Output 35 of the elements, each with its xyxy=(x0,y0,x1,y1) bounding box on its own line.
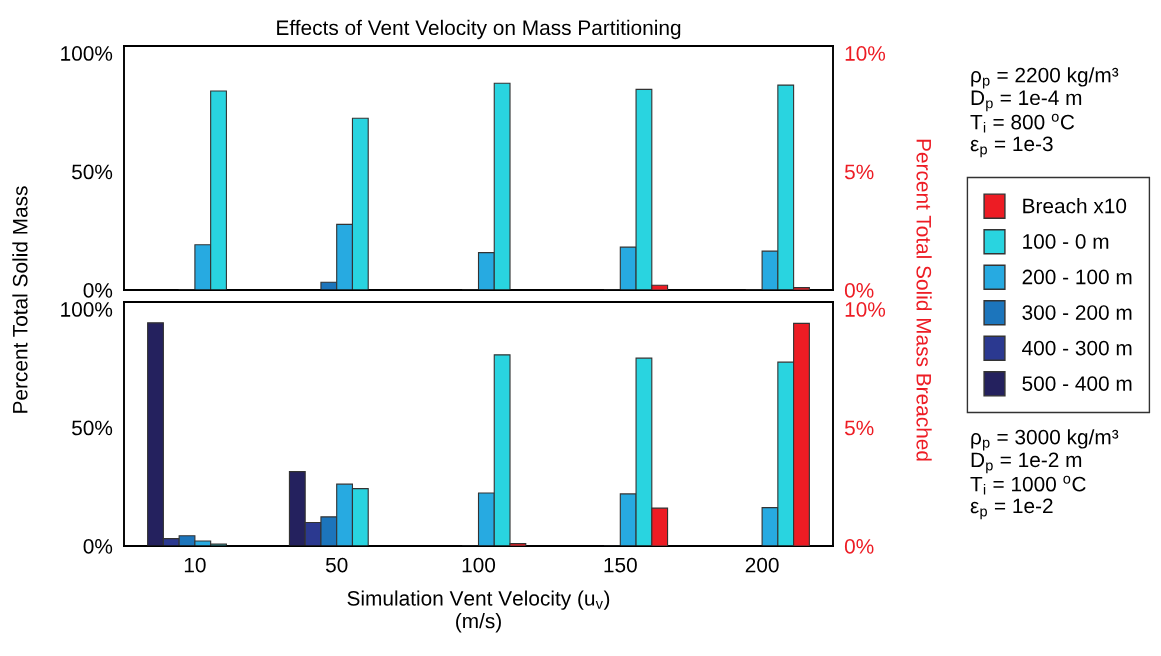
y2-tick-label: 10% xyxy=(845,302,886,317)
text: ρ$_{p}$ = 2200 kg/m³ xyxy=(971,67,1119,89)
text: T$_{i}$ = 800 $^{o}$C xyxy=(970,113,1075,133)
text: D$_{p}$ = 1e-2 m xyxy=(971,452,1082,474)
y2-tick-label: 0% xyxy=(844,283,874,298)
y-tick-label: 100% xyxy=(61,46,113,61)
x-tick-label: 50 xyxy=(325,557,348,573)
legend-label: Breach x10 xyxy=(1023,198,1127,214)
y-axis-title: Percent Total Solid Mass xyxy=(12,186,28,413)
x-tick-label: 150 xyxy=(604,557,637,573)
y-tick-label: 100% xyxy=(61,302,113,317)
text: D$_{p}$ = 1e-4 m xyxy=(971,90,1082,112)
legend-label: 500 - 400 m xyxy=(1022,376,1132,391)
y-tick-label: 0% xyxy=(83,283,113,298)
legend-label: 400 - 300 m xyxy=(1022,340,1132,356)
legend-label: 200 - 100 m xyxy=(1022,269,1132,285)
y2-axis-title: Percent Total Solid Mass Breached xyxy=(916,139,932,461)
y2-tick-label: 10% xyxy=(845,46,886,61)
y2-tick-label: 0% xyxy=(844,539,874,554)
chart-title: Effects of Vent Velocity on Mass Partitioning xyxy=(277,19,681,40)
y2-tick-label: 5% xyxy=(844,164,874,180)
text: T$_{i}$ = 1000 $^{o}$C xyxy=(970,475,1086,495)
y-tick-label: 50% xyxy=(72,164,113,180)
legend-label: 300 - 200 m xyxy=(1022,305,1132,320)
text: Simulation Vent Velocity (u$_{v}$) (m/s) xyxy=(347,590,610,633)
text: ρ$_{p}$ = 3000 kg/m³ xyxy=(971,429,1119,451)
y-tick-label: 0% xyxy=(83,539,113,554)
x-tick-label: 200 xyxy=(745,557,779,573)
text: ε$_{p}$ = 1e-2 xyxy=(970,498,1053,520)
x-tick-label: 10 xyxy=(184,557,206,573)
text: ε$_{p}$ = 1e-3 xyxy=(970,136,1053,158)
y-tick-label: 50% xyxy=(72,420,113,436)
legend-label: 100 - 0 m xyxy=(1023,234,1109,249)
y2-tick-label: 5% xyxy=(844,420,874,436)
x-tick-label: 100 xyxy=(462,557,496,573)
